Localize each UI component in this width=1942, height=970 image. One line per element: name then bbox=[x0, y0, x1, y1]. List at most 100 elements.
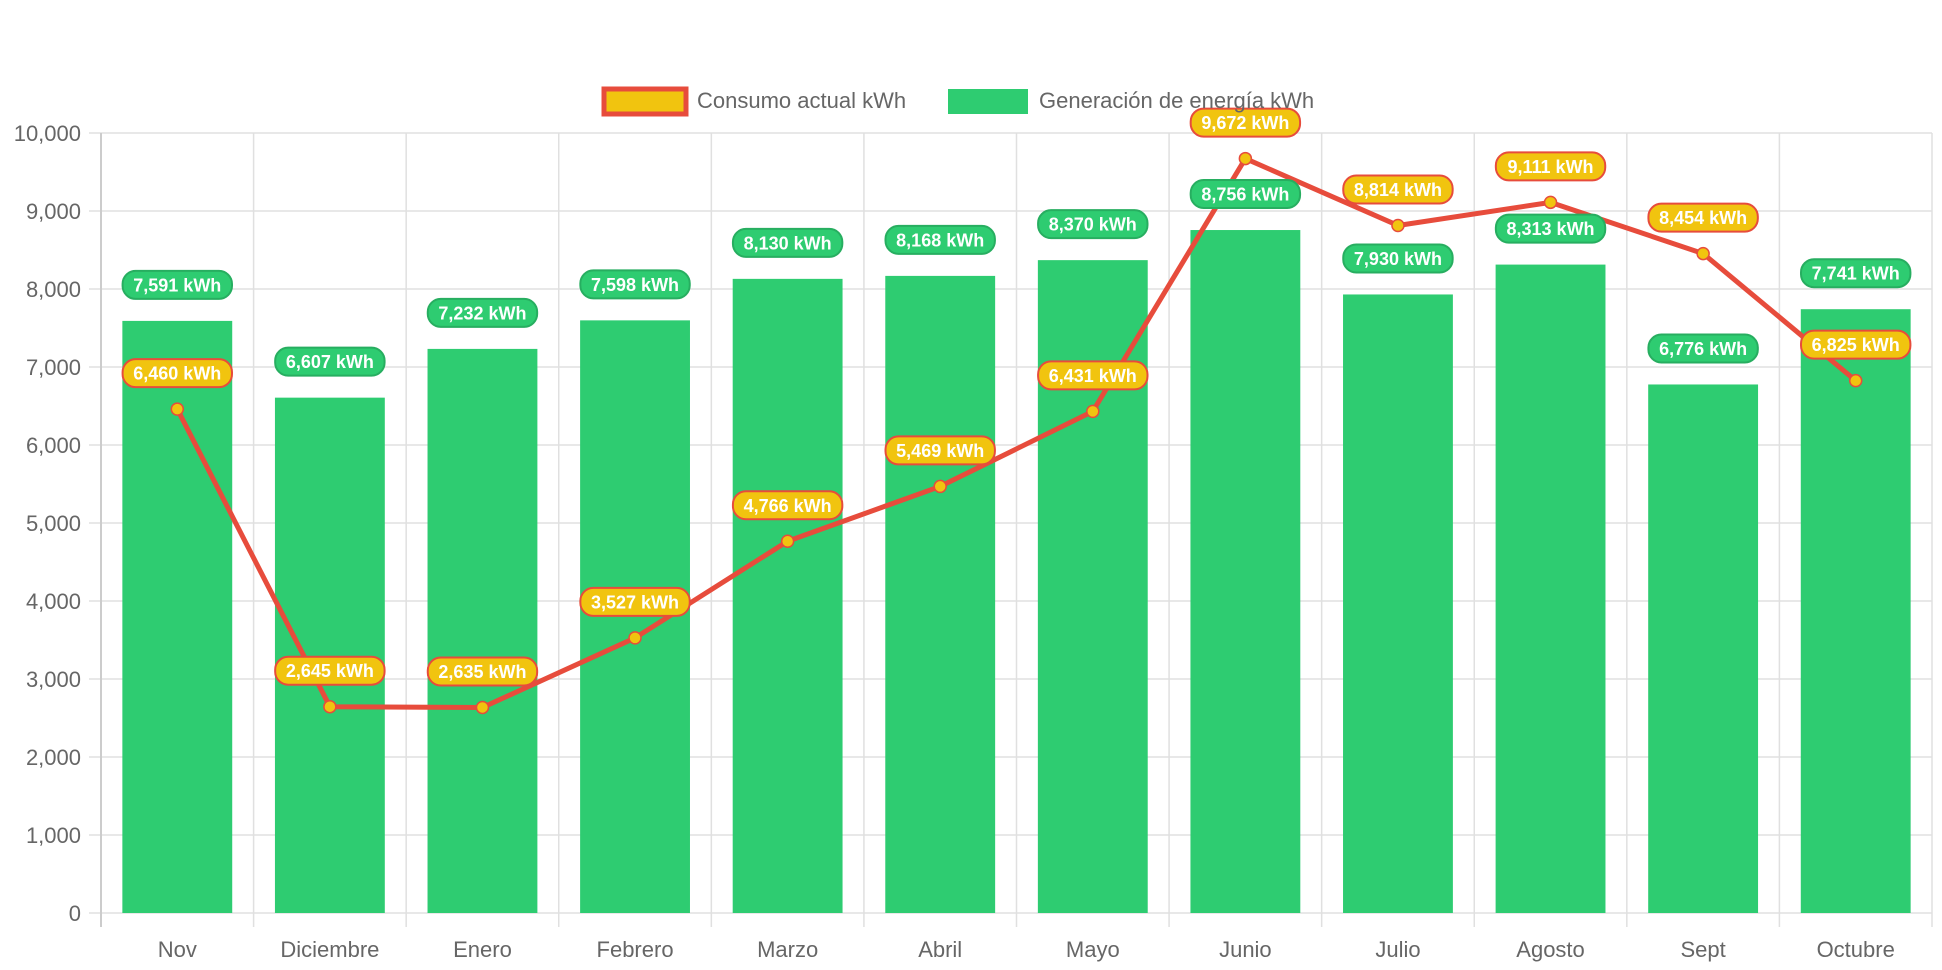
data-label-consumo-bg bbox=[1647, 202, 1759, 233]
legend-label-generacion: Generación de energía kWh bbox=[1039, 88, 1314, 113]
data-label-consumo: 6,460 kWh bbox=[133, 364, 221, 384]
data-label-generacion-bg bbox=[731, 227, 844, 258]
data-label-generacion: 8,168 kWh bbox=[896, 230, 984, 250]
point-consumo bbox=[323, 699, 337, 714]
point-consumo bbox=[1848, 373, 1863, 388]
data-label-generacion: 7,232 kWh bbox=[438, 303, 526, 323]
data-label-generacion-bg bbox=[1647, 333, 1759, 364]
y-tick-label: 6,000 bbox=[26, 433, 81, 458]
x-axis: Nov Diciembre Enero Febrero Marzo Abril Mayo Ju… bbox=[158, 937, 1895, 962]
point-consumo bbox=[933, 479, 947, 494]
bar-generacion bbox=[885, 275, 996, 913]
data-label-generacion-bg bbox=[121, 269, 233, 300]
legend[interactable]: Consumo actual kWh Generación de energía… bbox=[601, 86, 1314, 117]
data-label-generacion-bg bbox=[426, 297, 539, 328]
data-label-consumo: 2,645 kWh bbox=[286, 661, 374, 681]
bar-generacion bbox=[1648, 384, 1759, 913]
y-tick-label: 7,000 bbox=[26, 355, 81, 380]
point-consumo bbox=[628, 631, 642, 645]
point-consumo bbox=[1543, 195, 1558, 210]
data-label-consumo-bg bbox=[1342, 174, 1454, 205]
data-label-consumo: 3,527 kWh bbox=[591, 592, 679, 612]
point-consumo bbox=[170, 402, 185, 416]
data-label-generacion: 7,598 kWh bbox=[591, 275, 679, 295]
data-label-generacion-bg bbox=[884, 224, 996, 255]
data-label-generacion: 6,607 kWh bbox=[286, 352, 374, 372]
x-tick-label: Mayo bbox=[1066, 937, 1120, 962]
bar-generacion bbox=[732, 278, 843, 913]
bars-generacion bbox=[122, 230, 1911, 914]
y-tick-label: 9,000 bbox=[26, 199, 81, 224]
line-consumo-path bbox=[175, 156, 1858, 710]
data-label-generacion-bg bbox=[274, 346, 386, 377]
data-label-generacion: 6,776 kWh bbox=[1659, 339, 1747, 359]
legend-label-consumo: Consumo actual kWh bbox=[697, 88, 906, 113]
bar-generacion bbox=[1343, 294, 1453, 914]
point-consumo bbox=[780, 534, 795, 549]
bar-generacion bbox=[1190, 230, 1301, 914]
x-tick-label: Enero bbox=[453, 937, 512, 962]
bar-generacion bbox=[427, 348, 538, 913]
x-tick-label: Sept bbox=[1680, 937, 1725, 962]
x-tick-label: Agosto bbox=[1516, 937, 1585, 962]
y-tick-label: 4,000 bbox=[26, 589, 81, 614]
data-label-consumo-bg bbox=[426, 656, 539, 687]
data-label-consumo-bg bbox=[1494, 151, 1607, 182]
legend-swatch-generacion bbox=[948, 89, 1028, 114]
data-label-consumo: 6,825 kWh bbox=[1812, 335, 1900, 355]
data-label-generacion: 7,741 kWh bbox=[1812, 264, 1900, 284]
data-labels: 7,591 kWh 6,607 kWh 7,232 kWh 7,598 kWh 8,13… bbox=[121, 107, 1912, 687]
data-label-generacion: 7,591 kWh bbox=[133, 275, 221, 295]
bar-generacion bbox=[1800, 309, 1911, 913]
data-label-generacion: 8,370 kWh bbox=[1049, 215, 1137, 235]
x-tick-label: Diciembre bbox=[280, 937, 379, 962]
bar-generacion bbox=[1495, 264, 1606, 913]
data-label-consumo: 9,111 kWh bbox=[1508, 157, 1594, 177]
point-consumo bbox=[1086, 404, 1100, 419]
data-label-consumo: 5,469 kWh bbox=[896, 441, 984, 461]
data-label-consumo-bg bbox=[1800, 329, 1912, 360]
line-consumo bbox=[170, 151, 1863, 715]
data-label-consumo-bg bbox=[731, 490, 844, 521]
y-tick-label: 3,000 bbox=[26, 667, 81, 692]
data-label-consumo-bg bbox=[1189, 107, 1302, 138]
bar-generacion bbox=[274, 397, 385, 913]
x-tick-label: Junio bbox=[1219, 937, 1272, 962]
bar-generacion bbox=[122, 320, 233, 914]
data-label-generacion-bg bbox=[1189, 179, 1302, 210]
legend-swatch-consumo bbox=[601, 86, 689, 117]
legend-item-generacion[interactable]: Generación de energía kWh bbox=[948, 88, 1314, 114]
point-consumo bbox=[1391, 218, 1405, 233]
bar-generacion bbox=[1037, 260, 1148, 913]
point-consumo bbox=[1238, 151, 1253, 166]
data-label-consumo: 9,672 kWh bbox=[1201, 113, 1289, 133]
data-label-consumo-bg bbox=[884, 435, 996, 466]
y-tick-label: 8,000 bbox=[26, 277, 81, 302]
data-label-consumo: 6,431 kWh bbox=[1049, 366, 1137, 386]
data-label-generacion: 8,313 kWh bbox=[1507, 219, 1595, 239]
y-tick-label: 2,000 bbox=[26, 745, 81, 770]
data-label-generacion: 8,130 kWh bbox=[744, 233, 832, 253]
data-label-consumo: 8,454 kWh bbox=[1659, 208, 1747, 228]
data-label-generacion-bg bbox=[1494, 213, 1607, 244]
x-tick-label: Octubre bbox=[1817, 937, 1895, 962]
data-label-consumo-bg bbox=[121, 358, 233, 389]
point-consumo bbox=[475, 700, 490, 715]
data-label-generacion-bg bbox=[1037, 209, 1149, 240]
data-label-generacion: 8,756 kWh bbox=[1201, 185, 1289, 205]
point-consumo bbox=[1696, 246, 1710, 261]
data-label-consumo-bg bbox=[274, 655, 386, 686]
x-tick-label: Nov bbox=[158, 937, 197, 962]
y-tick-label: 5,000 bbox=[26, 511, 81, 536]
legend-item-consumo[interactable]: Consumo actual kWh bbox=[601, 86, 906, 117]
grid bbox=[89, 132, 1933, 927]
data-label-generacion-bg bbox=[1800, 258, 1912, 289]
data-label-generacion-bg bbox=[579, 269, 691, 300]
x-tick-label: Marzo bbox=[757, 937, 818, 962]
data-label-generacion-bg bbox=[1342, 243, 1454, 274]
data-label-consumo-bg bbox=[1037, 360, 1149, 391]
data-label-consumo: 8,814 kWh bbox=[1354, 180, 1442, 200]
y-tick-label: 1,000 bbox=[26, 823, 81, 848]
y-axis: 0 1,000 2,000 3,000 4,000 5,000 6,000 7,000 8,00… bbox=[14, 121, 81, 926]
